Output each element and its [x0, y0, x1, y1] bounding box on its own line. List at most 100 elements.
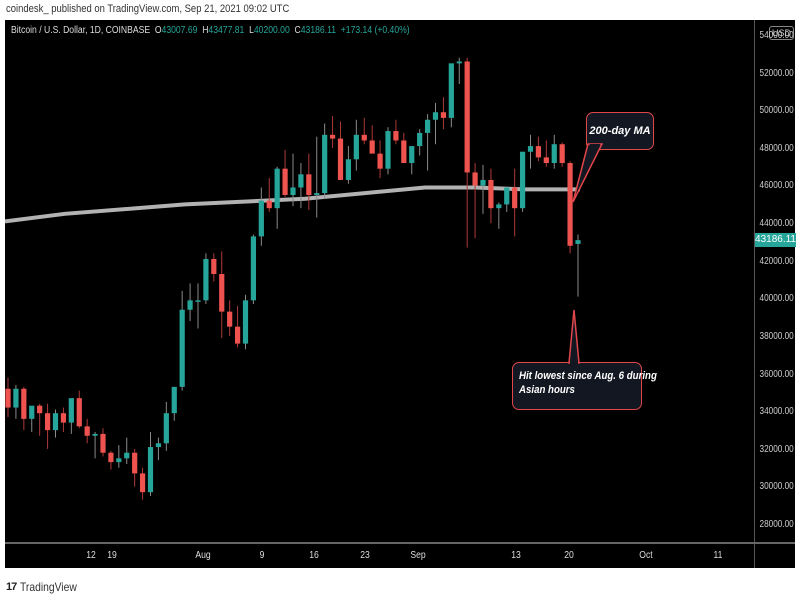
candle[interactable]: [219, 251, 225, 338]
candle[interactable]: [84, 418, 90, 444]
candle[interactable]: [440, 97, 447, 130]
candle[interactable]: [353, 119, 359, 171]
candle[interactable]: [298, 163, 304, 209]
time-tick: 11: [713, 550, 723, 561]
candle[interactable]: [37, 403, 43, 436]
candle[interactable]: [195, 283, 201, 329]
price-tick: 50000.00: [759, 105, 794, 117]
high-label: H: [202, 25, 209, 36]
candle[interactable]: [543, 140, 549, 167]
candle[interactable]: [29, 405, 35, 433]
candle[interactable]: [203, 253, 209, 305]
candle[interactable]: [227, 300, 233, 337]
candle[interactable]: [377, 140, 383, 179]
candle[interactable]: [139, 467, 146, 500]
tradingview-logo-icon: 17: [6, 581, 17, 593]
candle[interactable]: [258, 187, 264, 246]
candlestick-chart[interactable]: [5, 20, 754, 542]
candle[interactable]: [92, 432, 98, 459]
candle[interactable]: [5, 377, 11, 417]
candle[interactable]: [417, 129, 423, 156]
candle[interactable]: [535, 136, 542, 162]
chart-frame[interactable]: Bitcoin / U.S. Dollar, 1D, COINBASE O430…: [5, 20, 796, 570]
candle[interactable]: [147, 432, 154, 496]
tradingview-logo[interactable]: 17 TradingView: [6, 580, 86, 594]
candle[interactable]: [496, 202, 502, 229]
candle[interactable]: [100, 428, 106, 457]
candle[interactable]: [480, 164, 486, 214]
currency-badge[interactable]: USD: [769, 26, 795, 40]
candle[interactable]: [242, 294, 249, 350]
candle[interactable]: [282, 149, 288, 197]
candle[interactable]: [211, 253, 217, 282]
candle[interactable]: [488, 168, 494, 224]
candle[interactable]: [409, 146, 415, 175]
close-value: 43186.11: [300, 25, 336, 36]
price-tick: 54000.00: [759, 30, 794, 41]
candle[interactable]: [329, 116, 336, 148]
high-value: 43477.81: [208, 25, 245, 36]
candle[interactable]: [68, 398, 74, 434]
candle[interactable]: [132, 448, 138, 487]
candle[interactable]: [179, 290, 185, 391]
candle[interactable]: [76, 390, 82, 429]
candle[interactable]: [171, 386, 177, 421]
candle[interactable]: [519, 151, 526, 212]
candle[interactable]: [322, 123, 328, 199]
time-tick: 9: [259, 550, 265, 561]
candle[interactable]: [124, 437, 130, 464]
candle[interactable]: [116, 445, 122, 468]
candle[interactable]: [401, 132, 407, 164]
time-tick: Aug: [195, 550, 211, 561]
candle[interactable]: [456, 57, 462, 85]
candle[interactable]: [21, 386, 27, 431]
candle[interactable]: [527, 134, 534, 169]
low-value: 40200.00: [253, 25, 290, 36]
candle[interactable]: [314, 136, 320, 218]
time-tick: Sep: [410, 550, 426, 561]
candle[interactable]: [60, 407, 67, 433]
candle[interactable]: [187, 283, 193, 322]
open-value: 43007.69: [161, 25, 198, 36]
candle[interactable]: [472, 163, 478, 239]
price-axis[interactable]: USD 28000.00 30000.00 32000.00 34000.00 3600…: [754, 20, 796, 568]
candle[interactable]: [448, 63, 454, 128]
candle[interactable]: [44, 403, 51, 449]
low-label: L: [249, 25, 254, 36]
candle[interactable]: [13, 384, 19, 419]
candle[interactable]: [464, 57, 470, 248]
candle[interactable]: [424, 114, 431, 171]
candle[interactable]: [567, 161, 573, 254]
candle[interactable]: [155, 437, 162, 461]
candle[interactable]: [575, 234, 581, 297]
candle[interactable]: [52, 409, 59, 438]
candle[interactable]: [163, 401, 169, 451]
candle[interactable]: [266, 178, 272, 212]
price-tick: 48000.00: [759, 142, 794, 154]
candle[interactable]: [337, 121, 344, 180]
price-tick: 42000.00: [759, 255, 794, 267]
candle[interactable]: [274, 166, 280, 229]
candle[interactable]: [108, 450, 114, 470]
candle[interactable]: [504, 187, 510, 212]
time-axis[interactable]: 12 19 Aug 9 16 23 Sep 13 20 Oct 11: [5, 542, 754, 570]
candle[interactable]: [290, 153, 296, 207]
price-tick: 40000.00: [759, 293, 794, 305]
candle[interactable]: [361, 117, 367, 145]
candle[interactable]: [559, 142, 565, 167]
plot-area[interactable]: Bitcoin / U.S. Dollar, 1D, COINBASE O430…: [5, 20, 754, 542]
axis-corner: [754, 542, 795, 570]
candle[interactable]: [345, 146, 352, 184]
candle[interactable]: [306, 153, 312, 211]
ma-callout: 200-day MA: [586, 112, 654, 150]
candle[interactable]: [385, 127, 391, 175]
candle[interactable]: [250, 234, 257, 305]
candle[interactable]: [369, 125, 375, 154]
time-tick: Oct: [639, 550, 653, 561]
candle[interactable]: [512, 168, 518, 237]
candle[interactable]: [393, 119, 399, 145]
candle[interactable]: [551, 134, 557, 169]
price-tick: 52000.00: [759, 67, 794, 79]
candle[interactable]: [432, 102, 439, 145]
candle[interactable]: [234, 305, 241, 348]
